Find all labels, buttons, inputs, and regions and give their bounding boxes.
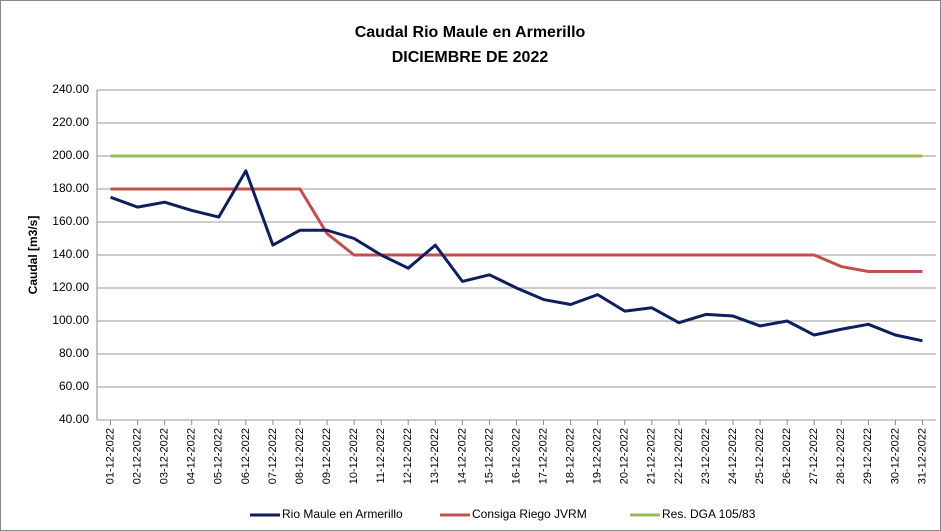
y-tick-label: 240.00: [52, 82, 89, 96]
y-tick-label: 220.00: [52, 115, 89, 129]
x-tick-label: 01-12-2022: [104, 428, 116, 484]
x-tick-label: 30-12-2022: [889, 428, 901, 484]
y-tick-label: 180.00: [52, 181, 89, 195]
legend-label: Rio Maule en Armerillo: [282, 507, 403, 521]
x-tick-label: 04-12-2022: [186, 428, 198, 484]
x-tick-label: 02-12-2022: [132, 428, 144, 484]
x-tick-label: 27-12-2022: [808, 428, 820, 484]
x-tick-label: 31-12-2022: [916, 428, 928, 484]
line-series: [110, 169, 923, 343]
x-tick-label: 18-12-2022: [565, 428, 577, 484]
x-tick-label: 16-12-2022: [510, 428, 522, 484]
y-tick-label: 120.00: [52, 280, 89, 294]
x-tick-label: 26-12-2022: [781, 428, 793, 484]
x-tick-label: 07-12-2022: [267, 428, 279, 484]
y-tick-label: 100.00: [52, 313, 89, 327]
x-tick-label: 23-12-2022: [700, 428, 712, 484]
x-tick-label: 22-12-2022: [673, 428, 685, 484]
x-tick-label: 17-12-2022: [537, 428, 549, 484]
chart-subtitle: DICIEMBRE DE 2022: [392, 49, 549, 66]
legend-label: Consiga Riego JVRM: [472, 507, 587, 521]
y-tick-label: 40.00: [59, 412, 89, 426]
x-tick-label: 06-12-2022: [240, 428, 252, 484]
x-tick-label: 11-12-2022: [375, 428, 387, 483]
y-tick-label: 80.00: [59, 346, 89, 360]
x-tick-label: 14-12-2022: [456, 428, 468, 484]
x-tick-label: 25-12-2022: [754, 428, 766, 484]
x-tick-label: 12-12-2022: [402, 428, 414, 484]
x-tick-label: 29-12-2022: [862, 428, 874, 484]
y-axis-label: Caudal [m3/s]: [26, 216, 40, 295]
x-tick-label: 05-12-2022: [213, 428, 225, 484]
x-tick-label: 10-12-2022: [348, 428, 360, 484]
x-tick-label: 13-12-2022: [429, 428, 441, 484]
x-tick-label: 03-12-2022: [159, 428, 171, 484]
y-tick-label: 160.00: [52, 214, 89, 228]
chart-title: Caudal Rio Maule en Armerillo: [355, 24, 586, 41]
x-tick-label: 09-12-2022: [321, 428, 333, 484]
y-tick-label: 200.00: [52, 148, 89, 162]
x-tick-label: 28-12-2022: [835, 428, 847, 484]
x-tick-label: 15-12-2022: [483, 428, 495, 484]
y-tick-label: 140.00: [52, 247, 89, 261]
y-tick-label: 60.00: [59, 379, 89, 393]
x-tick-label: 08-12-2022: [294, 428, 306, 484]
line-series: [110, 187, 923, 273]
x-tick-label: 24-12-2022: [727, 428, 739, 484]
x-tick-label: 20-12-2022: [619, 428, 631, 484]
legend-label: Res. DGA 105/83: [662, 507, 756, 521]
x-tick-label: 21-12-2022: [646, 428, 658, 484]
x-tick-label: 19-12-2022: [592, 428, 604, 484]
